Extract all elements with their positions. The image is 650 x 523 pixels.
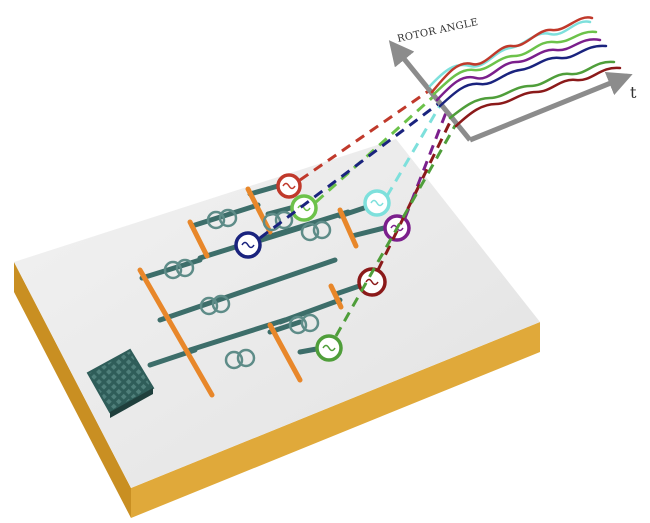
generator-icon — [363, 189, 391, 217]
bus-top-left — [187, 219, 210, 259]
grid-source-icon — [86, 348, 155, 418]
generator-icon — [234, 231, 262, 259]
generator-icon — [315, 334, 343, 362]
projection-cyan — [385, 101, 444, 197]
line-lower-to-bus — [277, 297, 343, 325]
buses — [137, 186, 359, 398]
projection-red — [299, 88, 431, 182]
line-top — [189, 202, 261, 229]
curve-navy — [438, 44, 608, 108]
transformer-icon — [300, 220, 332, 242]
bus-lower-right — [328, 283, 344, 310]
projection-light-green — [314, 94, 436, 204]
generators — [234, 173, 411, 362]
projection-lines — [259, 88, 458, 337]
x-axis — [469, 71, 633, 143]
bus-lower — [267, 322, 303, 383]
curve-green — [448, 60, 616, 120]
curve-light-green — [432, 30, 598, 96]
generator-icon — [290, 194, 318, 222]
transformer-icon — [224, 348, 256, 370]
x-axis-label: t — [630, 83, 637, 102]
y-axis-label: ROTOR ANGLE — [396, 17, 479, 45]
generator-icon — [357, 267, 387, 297]
curve-dark-red — [454, 66, 622, 128]
transformer-icon — [206, 208, 238, 230]
transformer-icon — [199, 294, 231, 316]
projection-navy — [259, 102, 439, 240]
curve-red — [430, 16, 594, 94]
projection-dark-red — [376, 117, 454, 271]
bus-main — [137, 267, 215, 398]
line-main-middle — [157, 257, 338, 323]
transformers — [163, 208, 332, 370]
curve-purple — [435, 38, 602, 102]
board-side-left — [14, 262, 131, 518]
rotor-angle-curves — [428, 16, 622, 128]
generator-icon — [276, 173, 302, 199]
rotor-angle-graph: ROTOR ANGLE t — [388, 16, 637, 143]
line-gen-navy — [252, 225, 303, 245]
board-side-front — [131, 322, 540, 518]
bus-right — [337, 207, 359, 249]
transformer-icon — [163, 258, 195, 280]
bus-top-mid — [245, 186, 273, 235]
projection-green — [334, 123, 458, 337]
transformer-icon — [288, 313, 320, 335]
